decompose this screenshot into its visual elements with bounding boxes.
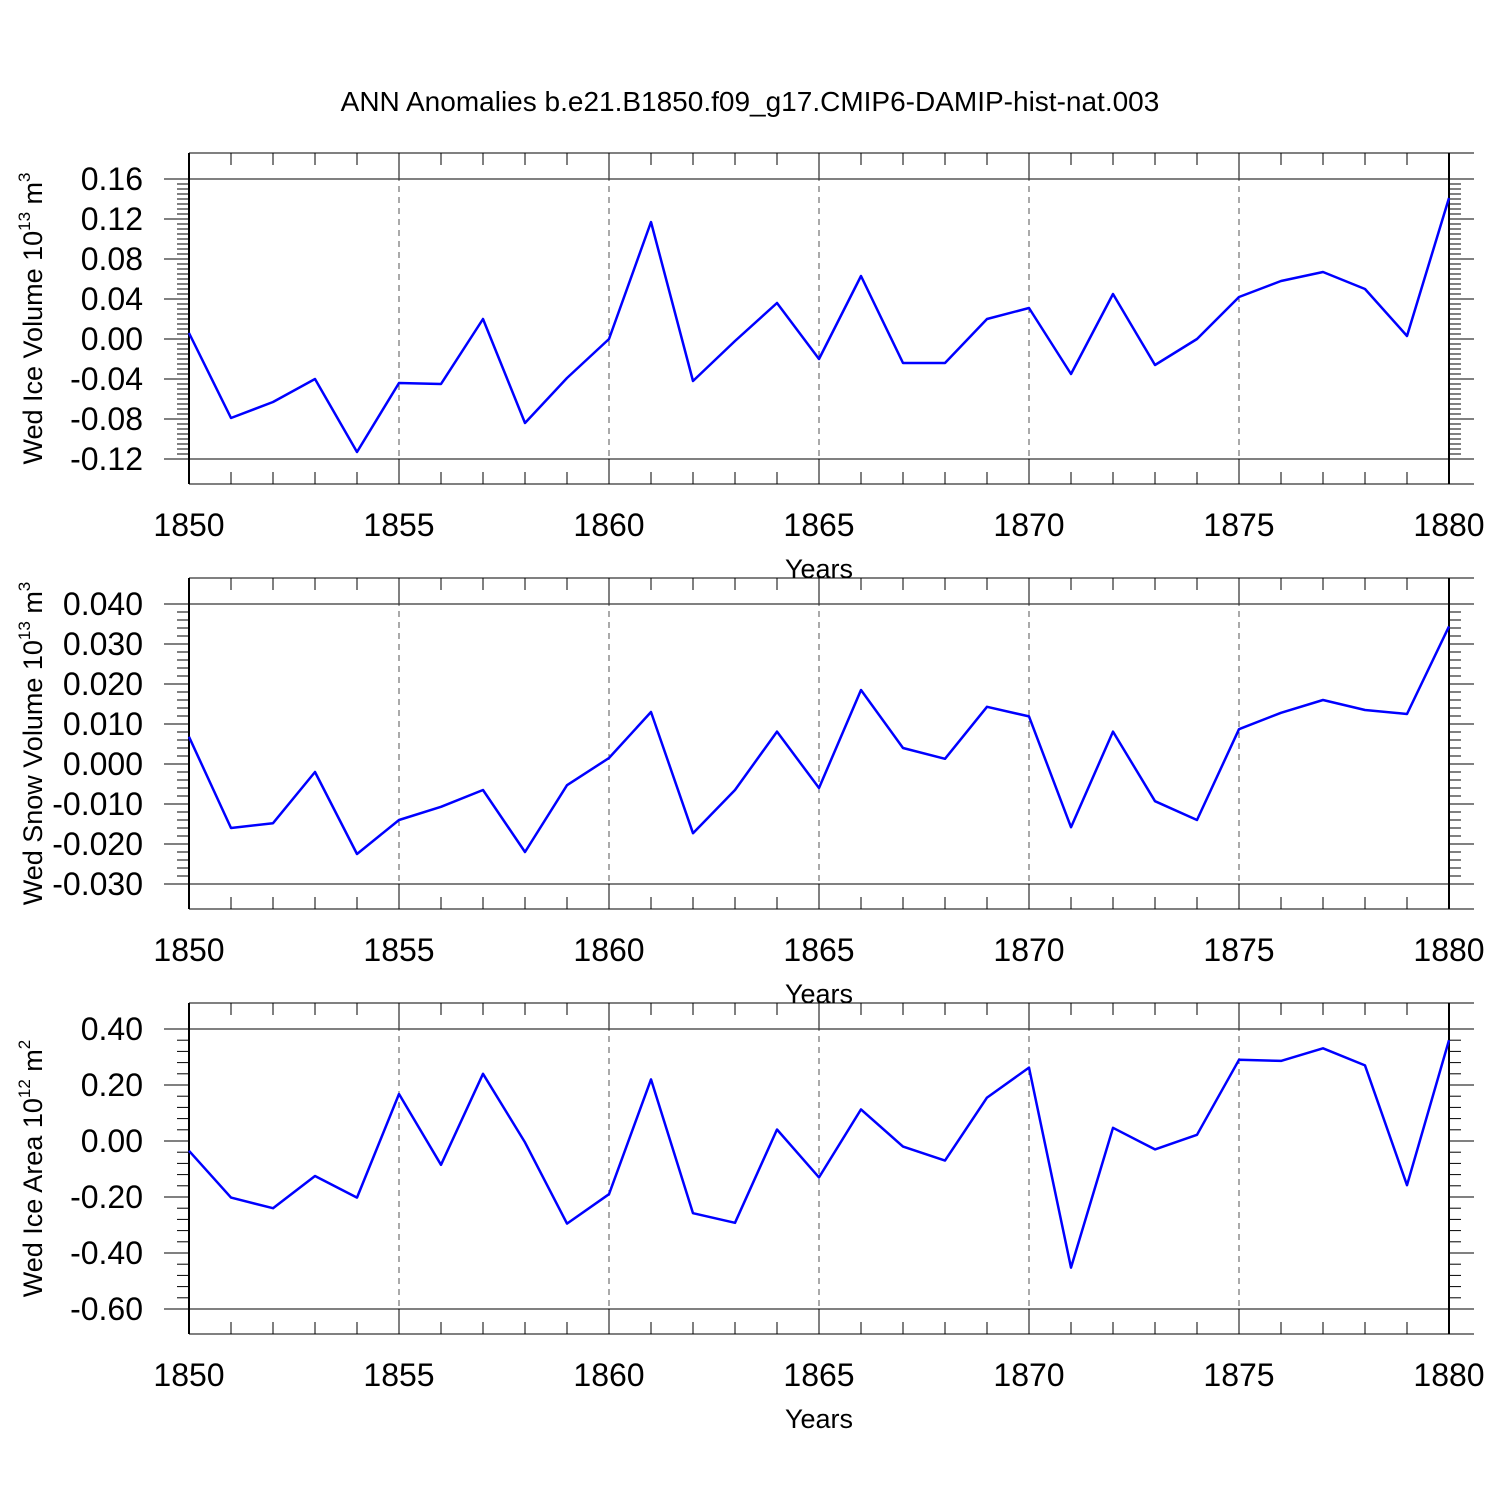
x-tick-label: 1875 [1203,1357,1274,1393]
y-axis-label: Wed Snow Volume 1013 m3 [15,582,48,906]
x-tick-label: 1855 [363,1357,434,1393]
y-tick-label: 0.010 [63,706,143,742]
y-tick-label: -0.030 [52,866,143,902]
chart-panel-2: -0.030 -0.020 -0.010 0.000 0.010 0.020 0.030 0.… [15,577,1485,1009]
x-tick-label: 1865 [783,932,854,968]
y-tick-label: 0.000 [63,746,143,782]
y-axis-label: Wed Ice Volume 1013 m3 [15,172,48,464]
x-tick-label: 1850 [153,932,224,968]
y-tick-label: -0.60 [70,1291,143,1327]
y-tick-label: -0.04 [70,361,143,397]
y-tick-label: 0.00 [81,1123,143,1159]
x-tick-label: 1860 [573,507,644,543]
x-tick-label: 1855 [363,932,434,968]
x-tick-label: 1875 [1203,932,1274,968]
x-tick-label: 1875 [1203,507,1274,543]
x-tick-label: 1865 [783,507,854,543]
y-axis-label: Wed Ice Area 1012 m2 [15,1040,48,1298]
x-tick-label: 1860 [573,1357,644,1393]
y-tick-label: 0.00 [81,321,143,357]
x-tick-label: 1865 [783,1357,854,1393]
x-tick-label: 1855 [363,507,434,543]
chart-title: ANN Anomalies b.e21.B1850.f09_g17.CMIP6-… [340,86,1160,117]
y-tick-label: 0.030 [63,626,143,662]
y-tick-label: -0.40 [70,1235,143,1271]
y-tick-label: 0.40 [81,1011,143,1047]
x-tick-label: 1880 [1413,932,1484,968]
y-tick-label: 0.08 [81,241,143,277]
y-tick-label: 0.04 [81,281,143,317]
y-tick-label: 0.12 [81,201,143,237]
y-tick-label: -0.020 [52,826,143,862]
y-tick-label: -0.20 [70,1179,143,1215]
y-tick-label: 0.16 [81,161,143,197]
x-tick-label: 1870 [993,1357,1064,1393]
x-tick-label: 1860 [573,932,644,968]
y-tick-label: -0.12 [70,441,143,477]
x-tick-label: 1850 [153,507,224,543]
chart-panel-3: -0.60 -0.40 -0.20 0.00 0.20 0.40 1850 1855 1860 1… [15,1002,1485,1434]
chart-panel-1: -0.12 -0.08 -0.04 0.00 0.04 0.08 0.12 0.16 1850 1… [15,152,1485,584]
y-tick-label: -0.08 [70,401,143,437]
x-tick-label: 1850 [153,1357,224,1393]
data-series-line [187,197,1451,454]
y-tick-label: 0.20 [81,1067,143,1103]
y-tick-label: 0.040 [63,586,143,622]
x-tick-label: 1870 [993,507,1064,543]
y-tick-label: 0.020 [63,666,143,702]
y-tick-label: -0.010 [52,786,143,822]
x-tick-label: 1870 [993,932,1064,968]
x-axis-label: Years [785,1404,853,1434]
x-tick-label: 1880 [1413,507,1484,543]
x-tick-label: 1880 [1413,1357,1484,1393]
